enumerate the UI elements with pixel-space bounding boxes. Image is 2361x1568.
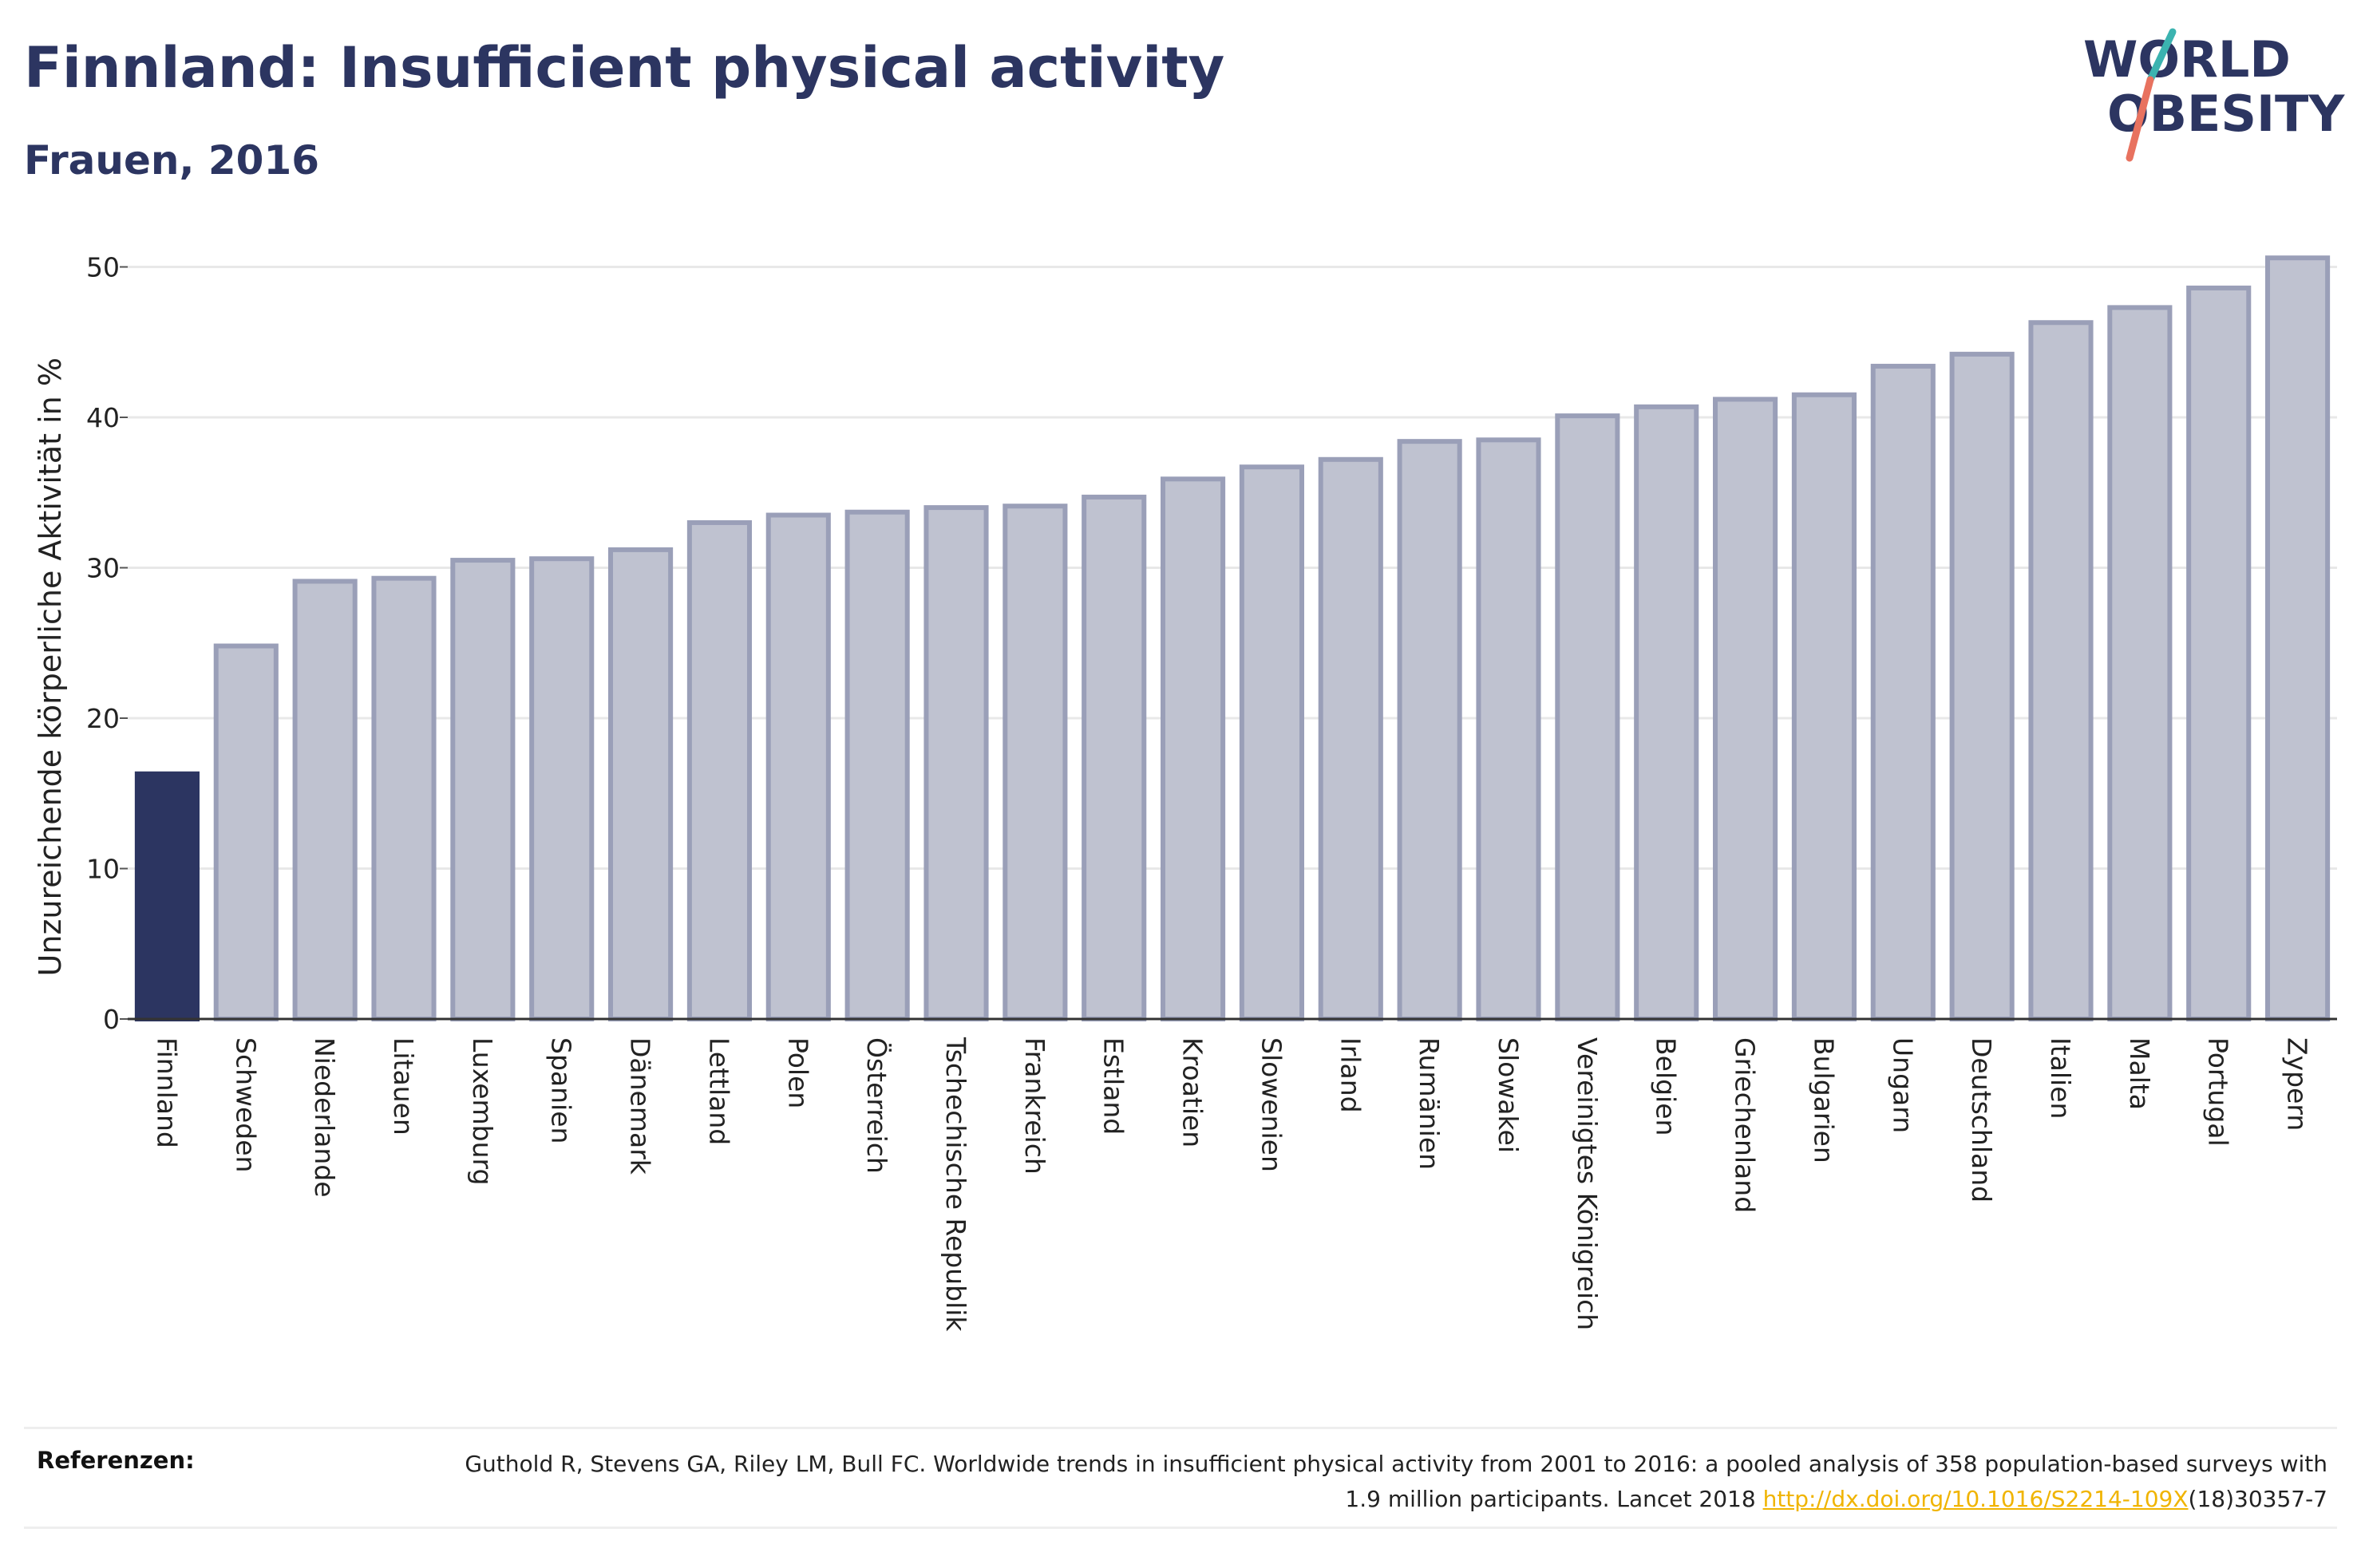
x-tick-label: Griechenland xyxy=(1730,1037,1761,1213)
bar xyxy=(2186,285,2252,1021)
bar xyxy=(1161,476,1226,1021)
bar xyxy=(686,519,752,1021)
bar xyxy=(1318,456,1383,1021)
bar xyxy=(1791,392,1857,1022)
x-tick-label: Deutschland xyxy=(1966,1037,1997,1203)
y-tick-label: 30 xyxy=(86,553,120,584)
logo-slash-teal xyxy=(2146,28,2177,84)
bar xyxy=(1003,504,1068,1021)
y-axis-label: Unzureichende körperliche Aktivität in % xyxy=(33,357,68,976)
y-tick-label: 50 xyxy=(86,252,120,283)
bar xyxy=(844,509,910,1021)
x-tick-label: Schweden xyxy=(230,1037,261,1172)
y-tick-label: 40 xyxy=(86,402,120,433)
x-tick-label: Tschechische Republik xyxy=(940,1037,971,1332)
x-tick-label: Lettland xyxy=(703,1037,734,1145)
x-tick-label: Slowenien xyxy=(1256,1037,1287,1172)
bar xyxy=(134,771,200,1021)
x-tick-label: Estland xyxy=(1098,1037,1129,1135)
bar xyxy=(1713,397,1778,1021)
x-tick-label: Kroatien xyxy=(1177,1037,1208,1147)
x-tick-label: Dänemark xyxy=(625,1037,656,1175)
logo-word-world: WORLD xyxy=(2083,30,2291,89)
x-tick-label: Italien xyxy=(2045,1037,2076,1119)
chart-subtitle: Frauen, 2016 xyxy=(24,137,320,184)
bar xyxy=(371,575,437,1021)
bar xyxy=(1634,404,1699,1021)
x-tick-label: Zypern xyxy=(2282,1037,2313,1131)
references-text: Guthold R, Stevens GA, Riley LM, Bull FC… xyxy=(452,1447,2327,1517)
bar xyxy=(1949,351,2015,1021)
chart-title: Finnland: Insufficient physical activity xyxy=(24,35,1225,101)
x-tick-label: Bulgarien xyxy=(1808,1037,1839,1163)
x-tick-label: Frankreich xyxy=(1019,1037,1050,1175)
y-tick-label: 20 xyxy=(86,703,120,734)
bar xyxy=(213,643,279,1022)
x-tick-label: Finnland xyxy=(151,1037,182,1148)
bar xyxy=(608,547,674,1021)
reference-suffix: (18)30357-7 xyxy=(2188,1486,2327,1512)
x-tick-label: Litauen xyxy=(388,1037,419,1136)
bar xyxy=(765,512,831,1021)
logo-slash-coral xyxy=(2126,76,2154,162)
reference-citation: Guthold R, Stevens GA, Riley LM, Bull FC… xyxy=(465,1451,2327,1512)
x-tick-label: Polen xyxy=(782,1037,813,1108)
x-tick-label: Portugal xyxy=(2203,1037,2234,1147)
x-tick-label: Österreich xyxy=(861,1037,893,1174)
reference-doi-link[interactable]: http://dx.doi.org/10.1016/S2214-109X xyxy=(1762,1486,2189,1512)
x-tick-label: Rumänien xyxy=(1414,1037,1445,1170)
bar xyxy=(2107,305,2173,1021)
bar xyxy=(2028,320,2094,1021)
bar xyxy=(1476,437,1541,1021)
references-label: Referenzen: xyxy=(37,1447,195,1474)
x-tick-label: Irland xyxy=(1335,1037,1366,1113)
x-tick-label: Luxemburg xyxy=(467,1037,498,1185)
x-tick-label: Slowakei xyxy=(1493,1037,1524,1153)
bar xyxy=(450,558,516,1021)
x-tick-label: Niederlande xyxy=(309,1037,340,1198)
bar xyxy=(2265,255,2331,1021)
bar xyxy=(1082,494,1147,1021)
bar xyxy=(1555,413,1620,1021)
world-obesity-logo: WORLD OBESITY xyxy=(2083,28,2345,162)
x-tick-label: Vereinigtes Königreich xyxy=(1572,1037,1603,1330)
bar-chart: 0 10 20 30 40 50 Unzureichende körperliche Akt… xyxy=(33,252,2337,1332)
bar xyxy=(292,579,358,1021)
x-tick-label: Malta xyxy=(2124,1037,2155,1110)
x-tick-label: Belgien xyxy=(1651,1037,1682,1136)
references-footer: Referenzen: Guthold R, Stevens GA, Riley… xyxy=(24,1427,2337,1529)
y-tick-label: 10 xyxy=(86,854,120,885)
bar xyxy=(923,505,989,1021)
bar xyxy=(529,556,595,1021)
x-tick-label: Ungarn xyxy=(1887,1037,1918,1133)
x-tick-label: Spanien xyxy=(546,1037,577,1143)
y-tick-label: 0 xyxy=(103,1004,120,1035)
bar xyxy=(1239,464,1304,1021)
bar xyxy=(1397,439,1462,1021)
bar xyxy=(1870,363,1936,1022)
